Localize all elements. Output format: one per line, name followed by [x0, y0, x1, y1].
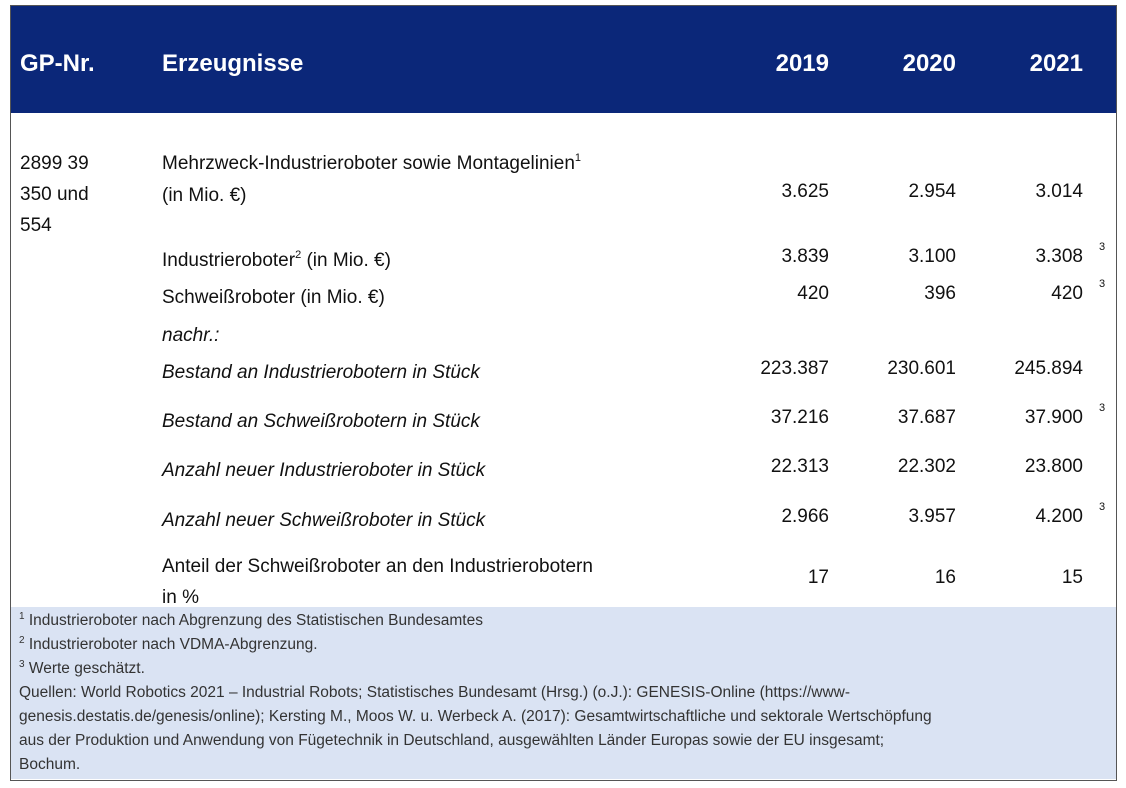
header-bar — [11, 6, 1116, 113]
label-text: Bestand an Schweißrobotern in Stück — [162, 411, 480, 432]
row-label: Bestand an Industrierobotern in Stück — [162, 357, 480, 388]
column-header: 2021 — [1029, 50, 1083, 77]
cell-value: 420 — [797, 283, 829, 304]
cell-value: 3.014 — [1035, 181, 1083, 202]
cell-value: 223.387 — [760, 358, 829, 379]
row-label: nachr.: — [162, 320, 219, 351]
label-text: Mehrzweck-Industrieroboter sowie Montage… — [162, 153, 575, 174]
cell-value: 16 — [934, 567, 956, 588]
sources-line: aus der Produktion und Anwendung von Füg… — [19, 732, 885, 749]
cell-value: 22.313 — [770, 456, 829, 477]
cell-value: 396 — [924, 283, 956, 304]
cell-value: 37.216 — [770, 407, 829, 428]
row-label: Anteil der Schweißroboter an den Industr… — [162, 551, 593, 613]
cell-value: 245.894 — [1014, 358, 1083, 379]
row-label: Schweißroboter (in Mio. €) — [162, 282, 385, 313]
cell-value: 2.954 — [908, 181, 956, 202]
cell-value: 3.308 — [1035, 246, 1083, 267]
sources-line: Bochum. — [19, 756, 81, 773]
label-text: Anteil der Schweißroboter an den Industr… — [162, 556, 593, 577]
sources-line: Quellen: World Robotics 2021 – Industria… — [19, 684, 851, 701]
cell-value: 420 — [1051, 283, 1083, 304]
cell-value: 3.839 — [781, 246, 829, 267]
cell-value: 15 — [1061, 567, 1083, 588]
footnote-text: Industrieroboter nach Abgrenzung des Sta… — [24, 612, 483, 629]
cell-value: 17 — [807, 567, 829, 588]
label-text: Bestand an Industrierobotern in Stück — [162, 362, 480, 383]
cell-value: 3.625 — [781, 181, 829, 202]
cell-value: 37.900 — [1024, 407, 1083, 428]
label-text: Anzahl neuer Schweißroboter in Stück — [162, 510, 486, 531]
sources-line: genesis.destatis.de/genesis/online); Ker… — [19, 708, 932, 725]
label-text: Anzahl neuer Industrieroboter in Stück — [162, 460, 486, 481]
cell-value: 2.966 — [781, 506, 829, 527]
table-border — [10, 5, 1117, 781]
footnote-ref: 1 — [574, 152, 582, 164]
footnote: 3 Werte geschätzt. — [19, 657, 145, 681]
footnote-mark: 3 — [19, 659, 25, 670]
label-text: nachr.: — [162, 325, 220, 346]
column-header: Erzeugnisse — [162, 50, 304, 77]
footnote: 2 Industrieroboter nach VDMA-Abgrenzung. — [19, 633, 318, 657]
row-label: Anzahl neuer Industrieroboter in Stück — [162, 455, 485, 486]
row-label: Industrieroboter2 (in Mio. €) — [162, 245, 391, 276]
column-header: GP-Nr. — [20, 50, 95, 77]
unit: (in Mio. €) — [301, 250, 391, 271]
footnote-text: Industrieroboter nach VDMA-Abgrenzung. — [24, 636, 318, 653]
row-label: Mehrzweck-Industrieroboter sowie Montage… — [162, 148, 581, 212]
label-text: Schweißroboter (in Mio. €) — [162, 287, 385, 308]
unit: (in Mio. €) — [162, 185, 247, 206]
footnote: 1 Industrieroboter nach Abgrenzung des S… — [19, 609, 483, 633]
footnote-ref: 3 — [1099, 402, 1106, 414]
footnote-text: Werte geschätzt. — [24, 660, 145, 677]
gp-number: 2899 39 350 und 554 — [20, 153, 89, 236]
cell-value: 3.100 — [908, 246, 956, 267]
footnote-ref: 2 — [295, 249, 302, 261]
footnote-ref: 3 — [1099, 501, 1106, 513]
label-text: Industrieroboter — [162, 250, 296, 271]
footer-box — [11, 607, 1116, 779]
cell-value: 3.957 — [908, 506, 956, 527]
column-header: 2020 — [902, 50, 956, 77]
row-label: Anzahl neuer Schweißroboter in Stück — [162, 505, 485, 536]
footnote-ref: 3 — [1099, 241, 1106, 253]
cell-value: 4.200 — [1035, 506, 1083, 527]
cell-value: 37.687 — [897, 407, 956, 428]
cell-value: 230.601 — [887, 358, 956, 379]
row-label: Bestand an Schweißrobotern in Stück — [162, 406, 480, 437]
footnote-ref: 3 — [1099, 278, 1106, 290]
label-text: in % — [162, 587, 199, 608]
cell-value: 23.800 — [1024, 456, 1083, 477]
cell-value: 22.302 — [897, 456, 956, 477]
footnote-mark: 1 — [19, 611, 25, 622]
footnote-mark: 2 — [19, 635, 25, 646]
column-header: 2019 — [775, 50, 829, 77]
